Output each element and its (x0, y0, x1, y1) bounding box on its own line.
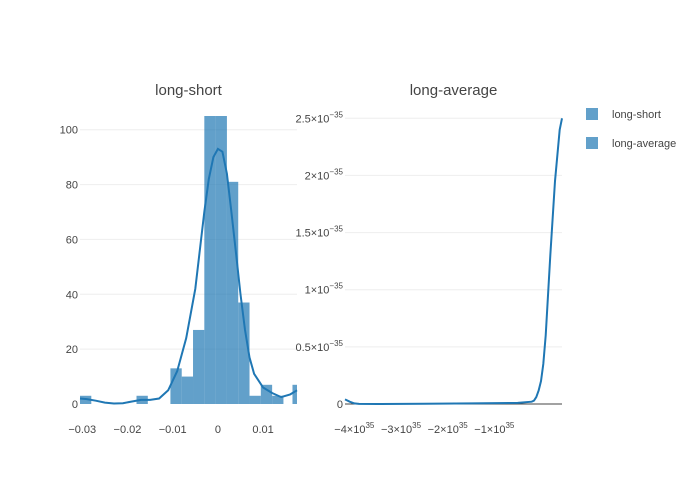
y-tick-label: 20 (66, 344, 78, 356)
legend: long-short long-average (586, 108, 676, 150)
legend-swatch (586, 137, 598, 149)
y-tick-label: 0.5×10−35 (295, 339, 343, 354)
chart-title-long-short: long-short (155, 82, 223, 99)
x-tick-label: −3×1035 (381, 421, 422, 436)
x-tick-label: −0.02 (114, 424, 142, 436)
y-tick-label: 2×10−35 (305, 167, 344, 182)
x-tick-label: −4×1035 (334, 421, 375, 436)
y-tick-label: 80 (66, 180, 78, 192)
chart-long-short: 0 20 40 60 80 100 −0.03 −0.02 −0.01 0 0.01 long-s… (60, 82, 298, 436)
legend-item-long-short[interactable]: long-short (586, 108, 661, 121)
y-tick-label: 0 (72, 399, 78, 411)
histogram-bar[interactable] (170, 368, 182, 404)
histogram-bar[interactable] (226, 181, 239, 404)
x-tick-label: −0.03 (68, 424, 96, 436)
y-tick-label: 1.5×10−35 (295, 225, 343, 240)
histogram-bar[interactable] (215, 116, 227, 404)
histogram-bar[interactable] (204, 116, 216, 404)
x-tick-label: −2×1035 (428, 421, 469, 436)
chart-long-average: 0 0.5×10−35 1×10−35 1.5×10−35 2×10−35 2.5×10−… (295, 82, 563, 436)
histogram-bar[interactable] (260, 384, 273, 404)
legend-label: long-short (612, 109, 661, 121)
legend-label: long-average (612, 138, 676, 150)
histogram-bar[interactable] (249, 395, 261, 404)
x-tick-label: −0.01 (159, 424, 187, 436)
y-tick-label: 100 (60, 125, 78, 137)
x-tick-label: 0 (215, 424, 221, 436)
y-tick-label: 40 (66, 289, 78, 301)
y-tick-label: 1×10−35 (305, 282, 344, 297)
legend-item-long-average[interactable]: long-average (586, 137, 676, 150)
histogram-bar[interactable] (292, 384, 297, 404)
y-tick-label: 2.5×10−35 (295, 110, 343, 125)
chart-title-long-average: long-average (410, 82, 498, 99)
kde-curve-long-short (79, 147, 298, 405)
histogram-bar[interactable] (238, 302, 250, 404)
kde-curve-long-average (344, 118, 563, 406)
y-tick-label: 0 (337, 399, 343, 411)
x-tick-label: −1×1035 (474, 421, 515, 436)
y-tick-label: 60 (66, 234, 78, 246)
histogram-bar[interactable] (181, 376, 194, 404)
histogram-bar[interactable] (193, 329, 205, 404)
legend-swatch (586, 108, 598, 120)
histogram-bar[interactable] (272, 395, 284, 404)
x-tick-label: 0.01 (252, 424, 273, 436)
